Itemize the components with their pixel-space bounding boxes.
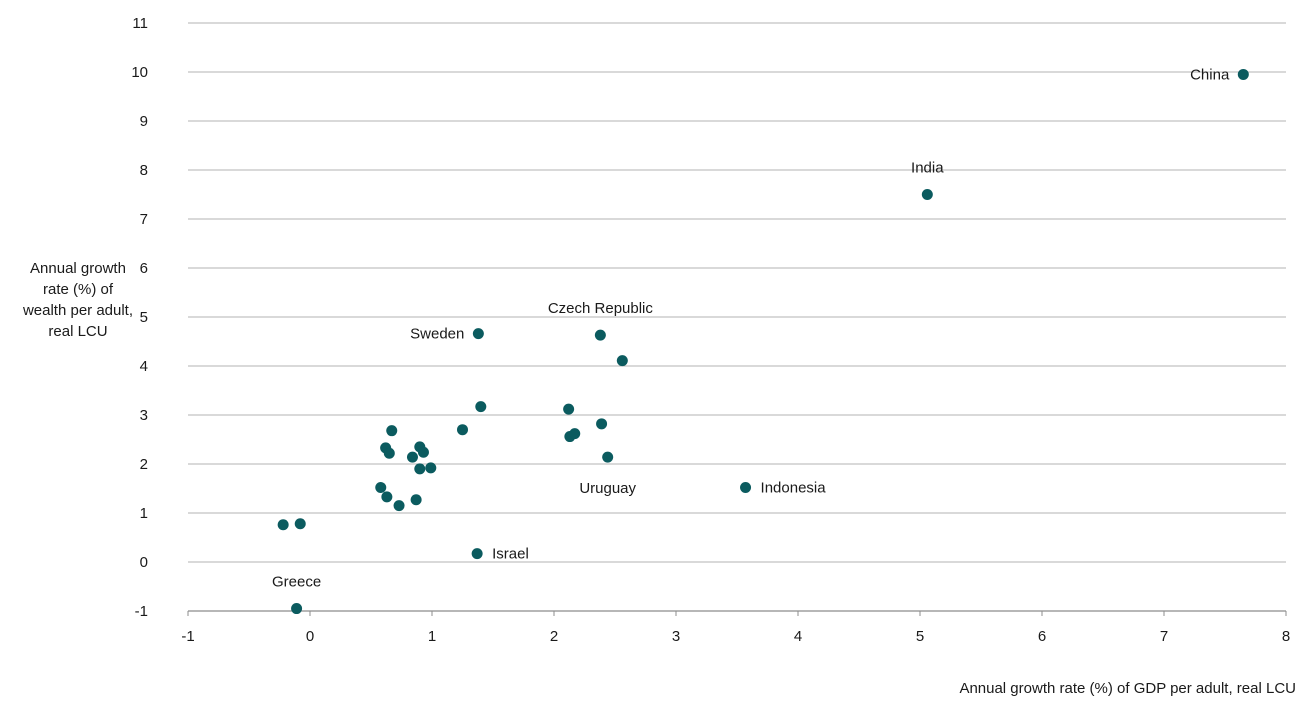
data-point xyxy=(596,418,608,430)
data-point xyxy=(425,462,437,474)
data-point xyxy=(386,425,398,437)
data-point xyxy=(414,463,426,475)
y-tick-label: 8 xyxy=(140,162,148,179)
x-tick-label: 6 xyxy=(1038,628,1046,645)
data-point xyxy=(410,494,422,506)
data-point xyxy=(383,447,395,459)
data-point xyxy=(740,482,752,494)
data-point xyxy=(921,189,933,200)
data-point xyxy=(381,491,393,503)
point-label: India xyxy=(911,160,944,177)
x-tick-label: 0 xyxy=(306,628,314,645)
x-tick-label: 2 xyxy=(550,628,558,645)
data-point xyxy=(475,401,487,413)
y-tick-label: 0 xyxy=(140,554,148,571)
point-label: Sweden xyxy=(410,326,464,343)
point-label: Czech Republic xyxy=(548,300,654,317)
point-label: Indonesia xyxy=(761,480,827,497)
x-tick-label: 3 xyxy=(672,628,680,645)
data-point xyxy=(393,500,405,512)
y-axis-label-line: rate (%) of xyxy=(42,281,114,298)
y-tick-label: 5 xyxy=(140,309,148,326)
data-point xyxy=(277,519,289,531)
y-axis-label-line: real LCU xyxy=(48,323,108,340)
data-point xyxy=(602,451,614,463)
y-tick-label: 6 xyxy=(140,260,148,277)
point-label: Uruguay xyxy=(579,480,636,497)
y-tick-label: 1 xyxy=(140,505,148,522)
data-point xyxy=(569,428,581,440)
data-point xyxy=(563,403,575,415)
data-point xyxy=(471,548,483,560)
data-point xyxy=(616,355,628,367)
point-label: Israel xyxy=(492,546,529,563)
y-axis-label-line: Annual growth xyxy=(30,260,126,277)
y-axis-label: Annual growth rate (%) of wealth per adu… xyxy=(8,258,148,342)
x-axis-label: Annual growth rate (%) of GDP per adult,… xyxy=(959,680,1296,697)
x-tick-label: 1 xyxy=(428,628,436,645)
point-label: Greece xyxy=(272,574,321,591)
data-point xyxy=(291,603,303,615)
y-tick-label: 11 xyxy=(132,15,148,32)
y-tick-label: 2 xyxy=(140,456,148,473)
data-point xyxy=(457,424,468,436)
data-point xyxy=(375,482,387,494)
x-tick-label: 7 xyxy=(1160,628,1168,645)
x-tick-label: 8 xyxy=(1282,628,1290,645)
y-tick-label: -1 xyxy=(135,603,148,620)
data-point xyxy=(406,451,418,463)
y-tick-label: 7 xyxy=(140,211,148,228)
y-axis-label-line: wealth per adult, xyxy=(22,302,134,319)
data-point xyxy=(1237,68,1249,80)
y-tick-label: 3 xyxy=(140,407,148,424)
y-tick-label: 4 xyxy=(140,358,148,375)
point-label: China xyxy=(1190,66,1230,83)
x-tick-label: 4 xyxy=(794,628,802,645)
data-point xyxy=(417,446,429,458)
data-point xyxy=(594,329,606,341)
data-point xyxy=(294,518,306,530)
x-tick-label: -1 xyxy=(181,628,194,645)
y-tick-label: 9 xyxy=(140,113,148,130)
x-tick-label: 5 xyxy=(916,628,924,645)
data-point xyxy=(472,328,484,340)
y-tick-label: 10 xyxy=(131,64,148,81)
